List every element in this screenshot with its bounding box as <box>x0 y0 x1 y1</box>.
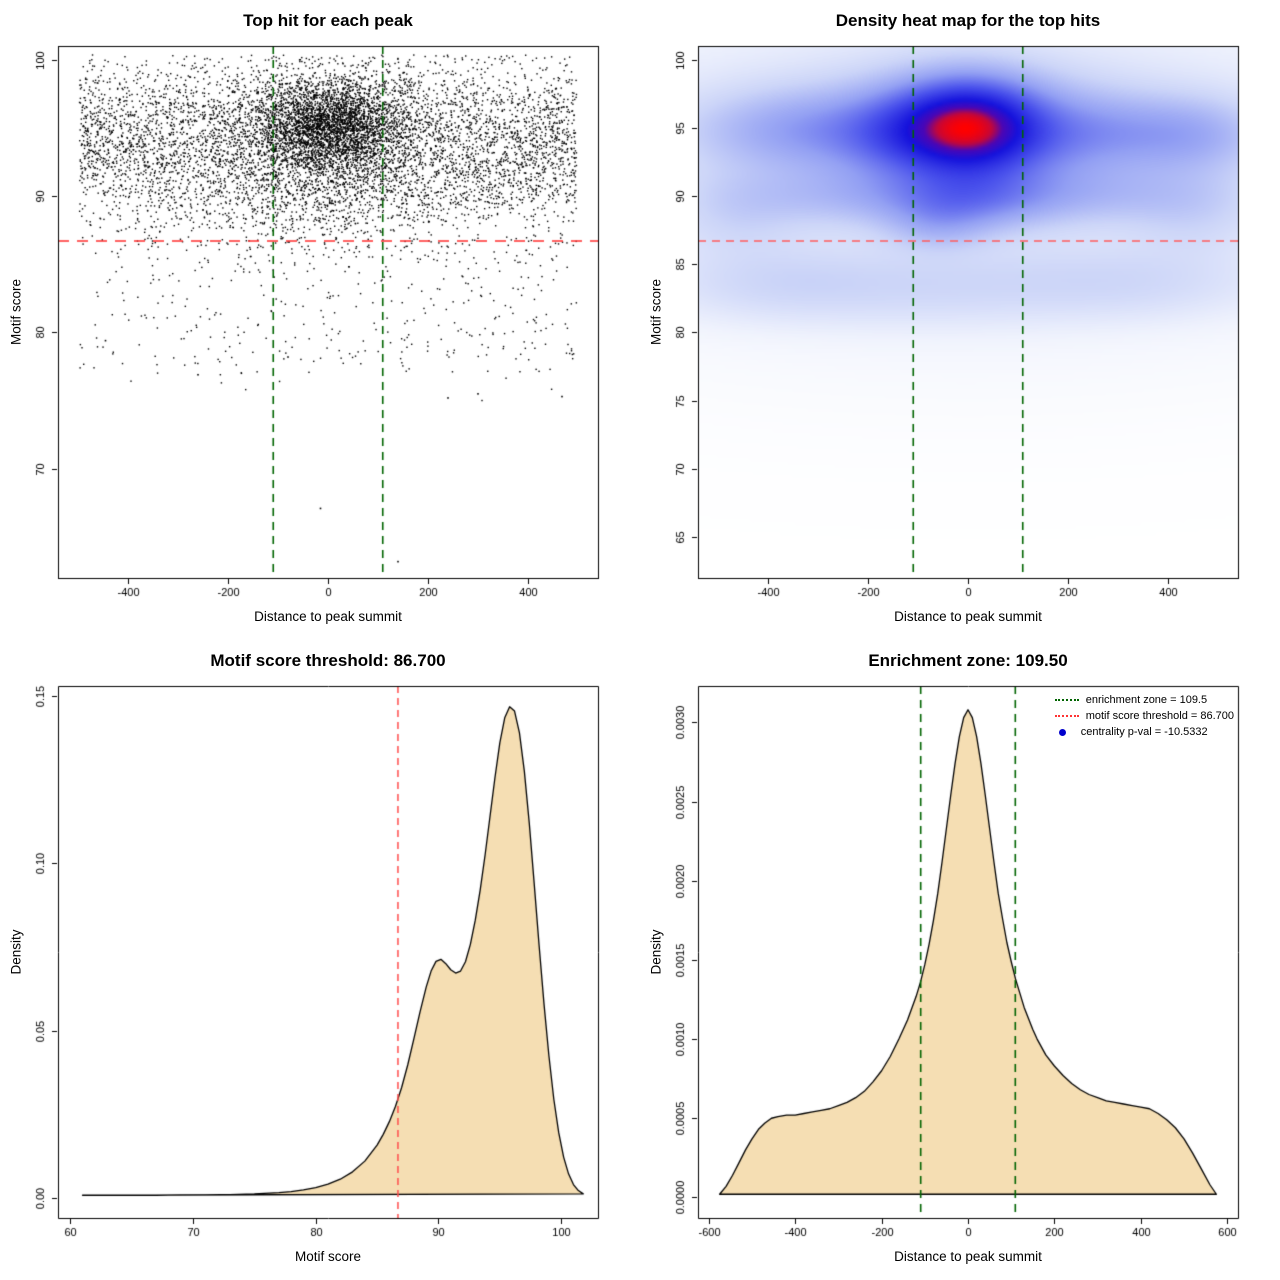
motif-score-density-title: Motif score threshold: 86.700 <box>210 651 446 670</box>
legend-item-enrichment-zone: enrichment zone = 109.5 <box>1054 692 1234 708</box>
motif-score-density-panel: Motif score threshold: 86.700 Motif scor… <box>0 640 640 1280</box>
heatmap-yaxis-label: Motif score <box>648 278 664 346</box>
heatmap-title: Density heat map for the top hits <box>835 11 1101 30</box>
motif-score-density-xaxis-label: Motif score <box>294 1249 362 1264</box>
legend-label: motif score threshold = 86.700 <box>1085 710 1234 722</box>
distance-density-canvas <box>640 640 1280 1280</box>
scatter-plot-canvas <box>0 0 640 640</box>
scatter-panel: Top hit for each peak Distance to peak s… <box>0 0 640 640</box>
legend-label: centrality p-val = -10.5332 <box>1080 726 1208 738</box>
distance-density-xaxis-label: Distance to peak summit <box>894 1249 1042 1264</box>
motif-threshold-line-swatch <box>1054 715 1079 717</box>
enrichment-zone-line-swatch <box>1054 699 1079 701</box>
heatmap-panel: Density heat map for the top hits Distan… <box>640 0 1280 640</box>
motif-score-density-yaxis-label: Density <box>8 929 24 975</box>
heatmap-plot-canvas <box>640 0 1280 640</box>
scatter-yaxis-label: Motif score <box>8 278 24 346</box>
legend-label: enrichment zone = 109.5 <box>1085 694 1208 706</box>
distance-density-title: Enrichment zone: 109.50 <box>868 651 1068 670</box>
plot-legend: enrichment zone = 109.5 motif score thre… <box>1054 692 1234 740</box>
scatter-xaxis-label: Distance to peak summit <box>254 609 402 624</box>
distance-density-yaxis-label: Density <box>648 929 664 975</box>
motif-score-density-canvas <box>0 640 640 1280</box>
legend-item-centrality-pval: centrality p-val = -10.5332 <box>1055 724 1234 740</box>
heatmap-xaxis-label: Distance to peak summit <box>894 609 1042 624</box>
distance-density-panel: Enrichment zone: 109.50 Distance to peak… <box>640 640 1280 1280</box>
centrality-pval-dot-swatch <box>1058 728 1066 736</box>
legend-item-motif-score-threshold: motif score threshold = 86.700 <box>1054 708 1234 724</box>
scatter-title: Top hit for each peak <box>243 11 413 30</box>
